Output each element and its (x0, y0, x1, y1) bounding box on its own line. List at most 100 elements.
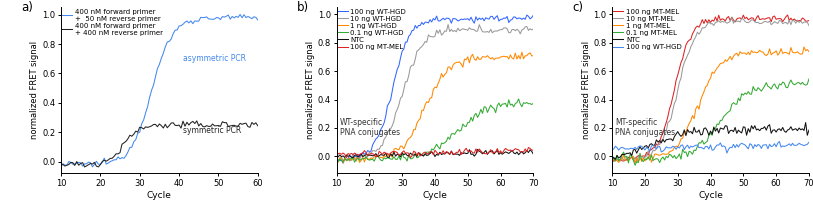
400 nM forward primer
+ 400 nM reverse primer (80, 166, 89, 168)
0.1 ng MT-MEL (627, 156, 637, 158)
Line: 1 ng WT-HGD: 1 ng WT-HGD (337, 52, 533, 163)
0.1 ng MT-MEL (804, 78, 813, 80)
1 ng MT-MEL (607, 157, 617, 159)
400 nM forward primer
+  50 nM reverse primer (149, 84, 159, 87)
Text: WT-specific
PNA conjugates: WT-specific PNA conjugates (340, 118, 400, 137)
1 ng WT-HGD (456, 63, 466, 65)
NTC (740, 126, 750, 129)
1 ng WT-HGD (379, 154, 389, 157)
1 ng WT-HGD (466, 55, 476, 58)
400 nM forward primer
+  50 nM reverse primer (107, 160, 117, 162)
NTC (353, 156, 363, 158)
10 ng MT-MEL (733, 20, 743, 22)
1 ng MT-MEL (654, 154, 664, 156)
Line: 400 nM forward primer
+  50 nM reverse primer: 400 nM forward primer + 50 nM reverse pr… (61, 14, 258, 167)
1 ng MT-MEL (627, 155, 637, 158)
10 ng MT-MEL (794, 21, 804, 24)
400 nM forward primer
+ 400 nM reverse primer (207, 123, 217, 125)
1 ng WT-HGD (517, 51, 527, 53)
NTC (528, 153, 538, 155)
NTC (417, 154, 427, 156)
0.1 ng WT-HGD (456, 129, 466, 131)
10 ng WT-HGD (353, 155, 363, 158)
100 ng WT-HGD (528, 14, 538, 16)
Line: 0.1 ng MT-MEL: 0.1 ng MT-MEL (612, 79, 809, 165)
10 ng MT-MEL (627, 156, 637, 158)
100 ng MT-MEL (377, 153, 387, 156)
Line: 10 ng MT-MEL: 10 ng MT-MEL (612, 18, 809, 162)
100 ng MT-MEL (406, 156, 415, 159)
Y-axis label: normalized FRET signal: normalized FRET signal (306, 41, 315, 139)
Line: 100 ng WT-HGD: 100 ng WT-HGD (612, 142, 809, 153)
Line: 10 ng WT-HGD: 10 ng WT-HGD (337, 25, 533, 161)
NTC (348, 156, 358, 159)
X-axis label: Cycle: Cycle (423, 191, 447, 200)
0.1 ng WT-HGD (379, 157, 389, 159)
Text: symmetric PCR: symmetric PCR (183, 126, 241, 135)
400 nM forward primer
+  50 nM reverse primer (196, 16, 206, 18)
1 ng WT-HGD (417, 109, 427, 112)
400 nM forward primer
+  50 nM reverse primer (235, 13, 245, 16)
100 ng MT-MEL (456, 153, 466, 156)
1 ng MT-MEL (793, 50, 802, 53)
100 ng MT-MEL (351, 153, 361, 155)
10 ng WT-HGD (458, 28, 467, 30)
10 ng MT-MEL (743, 21, 753, 24)
100 ng MT-MEL (628, 158, 638, 160)
100 ng WT-HGD (794, 142, 804, 144)
100 ng MT-MEL (332, 155, 341, 158)
100 ng WT-HGD (417, 21, 427, 24)
Text: a): a) (22, 1, 33, 14)
10 ng WT-HGD (519, 28, 528, 30)
X-axis label: Cycle: Cycle (698, 191, 723, 200)
400 nM forward primer
+ 400 nM reverse primer (56, 164, 66, 167)
0.1 ng WT-HGD (417, 154, 427, 157)
10 ng WT-HGD (467, 28, 477, 31)
0.1 ng WT-HGD (332, 154, 341, 157)
0.1 ng WT-HGD (519, 101, 528, 104)
100 ng WT-HGD (722, 152, 732, 154)
NTC (653, 141, 663, 143)
100 ng WT-HGD (653, 146, 663, 148)
Text: c): c) (572, 1, 584, 14)
10 ng MT-MEL (804, 24, 813, 27)
400 nM forward primer
+  50 nM reverse primer (56, 163, 66, 166)
100 ng MT-MEL (609, 160, 619, 163)
400 nM forward primer
+  50 nM reverse primer (176, 24, 186, 27)
Y-axis label: normalized FRET signal: normalized FRET signal (30, 41, 39, 139)
NTC (607, 158, 617, 161)
100 ng WT-HGD (804, 141, 813, 143)
0.1 ng MT-MEL (607, 155, 617, 158)
10 ng MT-MEL (727, 16, 737, 19)
100 ng MT-MEL (417, 154, 427, 156)
10 ng WT-HGD (379, 138, 389, 140)
Y-axis label: normalized FRET signal: normalized FRET signal (581, 41, 590, 139)
0.1 ng WT-HGD (466, 116, 476, 119)
400 nM forward primer
+  50 nM reverse primer (253, 19, 263, 21)
400 nM forward primer
+ 400 nM reverse primer (192, 120, 202, 122)
0.1 ng WT-HGD (353, 157, 363, 160)
Line: 100 ng MT-MEL: 100 ng MT-MEL (337, 147, 533, 158)
100 ng WT-HGD (379, 122, 389, 124)
Line: 1 ng MT-MEL: 1 ng MT-MEL (612, 47, 809, 163)
1 ng MT-MEL (804, 50, 813, 53)
1 ng MT-MEL (799, 46, 809, 48)
400 nM forward primer
+  50 nM reverse primer (70, 163, 80, 165)
100 ng WT-HGD (732, 143, 741, 146)
Line: 400 nM forward primer
+ 400 nM reverse primer: 400 nM forward primer + 400 nM reverse p… (61, 121, 258, 167)
1 ng MT-MEL (630, 162, 640, 164)
Line: NTC: NTC (612, 123, 809, 159)
100 ng MT-MEL (654, 140, 664, 143)
1 ng WT-HGD (338, 162, 348, 164)
100 ng WT-HGD (741, 146, 751, 148)
10 ng WT-HGD (338, 160, 348, 162)
100 ng MT-MEL (732, 18, 741, 20)
10 ng MT-MEL (607, 157, 617, 160)
NTC (456, 152, 466, 154)
100 ng WT-HGD (456, 18, 466, 20)
NTC (519, 153, 528, 155)
1 ng WT-HGD (519, 58, 528, 60)
Legend: 400 nM forward primer
+  50 nM reverse primer, 400 nM forward primer
+ 400 nM re: 400 nM forward primer + 50 nM reverse pr… (63, 9, 163, 36)
Line: NTC: NTC (337, 149, 533, 158)
0.1 ng MT-MEL (654, 161, 664, 164)
